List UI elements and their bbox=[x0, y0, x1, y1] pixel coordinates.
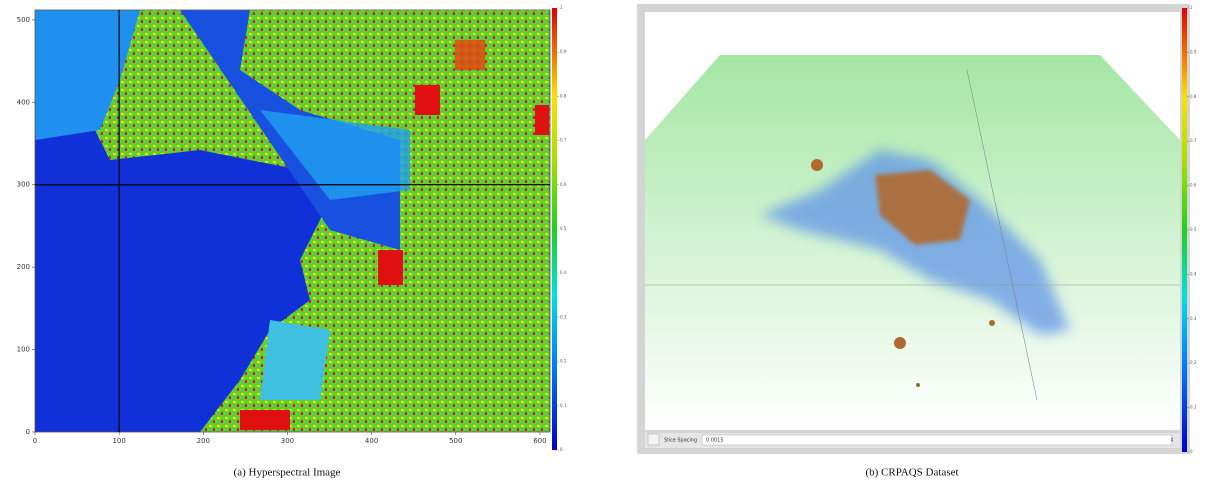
x-tick-label: 600 bbox=[533, 437, 546, 445]
colorbar-tick-label: 0.4 bbox=[1190, 271, 1197, 276]
colorbar-tick-label: 0 bbox=[560, 447, 563, 452]
colorbar-tick-label: 0.1 bbox=[560, 403, 567, 408]
colorbar-tick-label: 0.9 bbox=[560, 49, 567, 54]
x-tick-label: 500 bbox=[449, 437, 462, 445]
colorbar-tick-label: 0.2 bbox=[560, 359, 567, 364]
colorbar-tick-label: 0.3 bbox=[560, 314, 567, 319]
hyperspectral-image bbox=[35, 10, 550, 432]
y-tick-label: 500 bbox=[17, 16, 30, 24]
colorbar bbox=[552, 8, 557, 450]
x-tick-label: 300 bbox=[281, 437, 294, 445]
slice-spacing-value[interactable]: 0.0015 bbox=[706, 438, 724, 444]
slice-spacing-input[interactable] bbox=[702, 435, 1172, 445]
colorbar-tick-label: 0.5 bbox=[560, 226, 567, 231]
colorbar-tick-label: 0.8 bbox=[1190, 94, 1197, 99]
colorbar-tick-label: 0.7 bbox=[1190, 138, 1197, 143]
caption: (a) Hyperspectral Image bbox=[234, 467, 341, 479]
y-tick-label: 0 bbox=[26, 428, 30, 436]
colorbar-tick-label: 0.9 bbox=[1190, 49, 1197, 54]
y-tick-label: 400 bbox=[17, 98, 30, 106]
x-tick-label: 100 bbox=[112, 437, 125, 445]
tool-icon[interactable] bbox=[648, 434, 659, 445]
y-tick-label: 200 bbox=[17, 263, 30, 271]
figure: Slice Spacing 0.0015 ⇕ (a) Hyperspectral… bbox=[0, 0, 1205, 491]
x-tick-label: 200 bbox=[197, 437, 210, 445]
colorbar-tick-label: 0.1 bbox=[1190, 405, 1197, 410]
colorbar-tick-label: 0.8 bbox=[560, 93, 567, 98]
y-tick-label: 300 bbox=[17, 181, 30, 189]
slice-spacing-label: Slice Spacing bbox=[664, 438, 697, 444]
caption: (b) CRPAQS Dataset bbox=[865, 467, 958, 479]
x-tick-label: 400 bbox=[365, 437, 378, 445]
colorbar-tick-label: 0.5 bbox=[1190, 227, 1197, 232]
page: {"panels": [ {"caption": "(a) Hyperspect… bbox=[0, 0, 1205, 491]
colorbar bbox=[1182, 8, 1187, 452]
x-tick-label: 0 bbox=[33, 437, 37, 445]
colorbar-tick-label: 0.6 bbox=[560, 182, 567, 187]
colorbar-tick-label: 0.3 bbox=[1190, 316, 1197, 321]
colorbar-tick-label: 0 bbox=[1190, 449, 1193, 454]
colorbar-tick-label: 0.4 bbox=[560, 270, 567, 275]
colorbar-tick-label: 1 bbox=[1190, 5, 1193, 10]
colorbar-tick-label: 1 bbox=[560, 5, 563, 10]
y-tick-label: 100 bbox=[17, 346, 30, 354]
spinner[interactable]: ⇕ bbox=[1170, 438, 1174, 444]
volume-render bbox=[645, 55, 1180, 430]
colorbar-tick-label: 0.6 bbox=[1190, 183, 1197, 188]
colorbar-tick-label: 0.2 bbox=[1190, 360, 1197, 365]
colorbar-tick-label: 0.7 bbox=[560, 138, 567, 143]
